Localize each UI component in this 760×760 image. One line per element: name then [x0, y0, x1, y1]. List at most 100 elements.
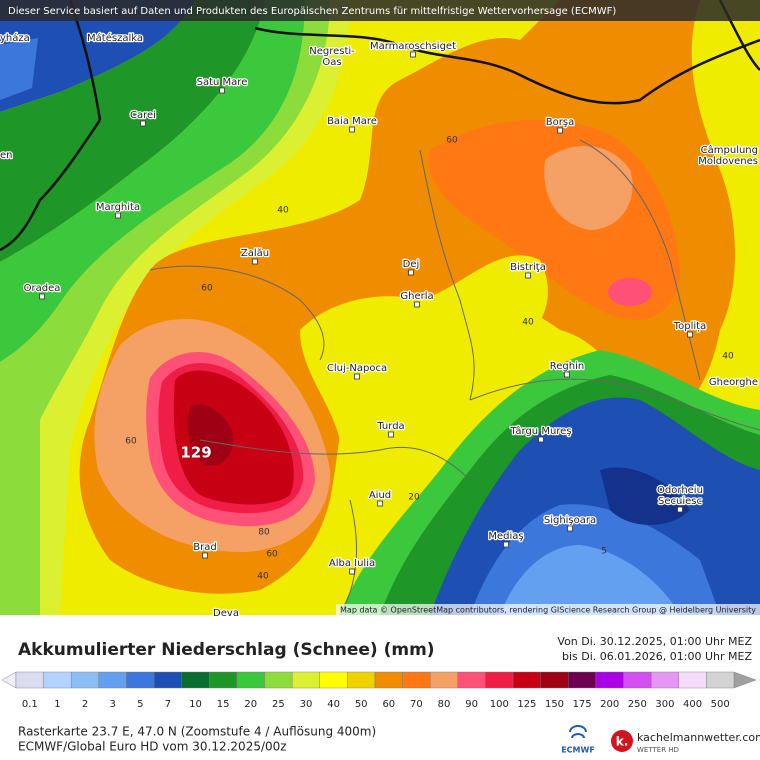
scale-box: [209, 671, 238, 689]
scale-box: [374, 671, 403, 689]
scale-box: [291, 671, 320, 689]
places: yháza Mátészalka Negresti-Oas Marmaroschsig…: [0, 31, 759, 621]
scale-box: [485, 671, 514, 689]
place-label: Moldovenes: [698, 156, 758, 167]
scale-label: 60: [382, 699, 395, 710]
place-marker: [202, 552, 208, 559]
contour-label: 60: [201, 284, 213, 294]
place-label: Brad: [193, 542, 216, 553]
ecmwf-logo: ECMWF: [561, 725, 595, 755]
place-marker: [349, 126, 355, 133]
scale-box: [568, 671, 597, 689]
place-label: Târgu Mureş: [509, 425, 571, 437]
scale-box: [15, 671, 44, 689]
scale-box: [264, 671, 293, 689]
scale-box: [402, 671, 431, 689]
scale-box: [126, 671, 155, 689]
place-marker: [408, 269, 414, 276]
place-label: Dej: [403, 259, 420, 270]
place-marker: [354, 373, 360, 380]
scale-label: 125: [517, 699, 536, 710]
scale-label: 175: [573, 699, 592, 710]
place-marker: [687, 331, 693, 338]
place-label: Odorheiu: [657, 485, 703, 496]
place-label: Alba Iulia: [329, 558, 375, 569]
scale-box: [457, 671, 486, 689]
place-marker: [503, 541, 509, 548]
legend-title: Akkumulierter Niederschlag (Schnee) (mm): [18, 640, 435, 660]
scale-label: 500: [711, 699, 730, 710]
kachelmann-sub: WETTER HD: [637, 746, 679, 754]
place-label: Reghin: [550, 361, 584, 372]
scale-label: 150: [545, 699, 564, 710]
contour-label: 60: [266, 550, 278, 560]
contour-label: 5: [601, 547, 607, 557]
contour-label: 20: [408, 493, 420, 503]
place-marker: [388, 431, 394, 438]
place-label: Borşa: [546, 117, 574, 128]
scale-box: [181, 671, 210, 689]
place-label: Negresti-: [309, 46, 355, 57]
place-marker: [39, 293, 45, 300]
place-label: Marmaroschsiget: [370, 41, 456, 52]
contour-label: 80: [258, 528, 270, 538]
scale-label: 80: [438, 699, 451, 710]
scale-label: 10: [189, 699, 202, 710]
scale-label: 25: [272, 699, 285, 710]
place-marker: [115, 212, 121, 219]
place-label: Zalău: [241, 248, 269, 259]
contour-label: 40: [722, 352, 734, 362]
place-label: Satu Mare: [197, 77, 248, 88]
scale-box: [595, 671, 624, 689]
scale-label: 0.1: [22, 699, 38, 710]
scale-label: 200: [600, 699, 619, 710]
contour-labels: 60 40 60 40 40 60 80 60 40 20 5: [125, 136, 734, 582]
contour-label: 40: [522, 318, 534, 328]
scale-box: [512, 671, 541, 689]
attribution: Map data © OpenStreetMap contributors, r…: [340, 606, 756, 615]
place-label: Aiud: [369, 490, 391, 501]
scale-box: [540, 671, 569, 689]
place-marker: [140, 120, 146, 127]
place-marker: [677, 506, 683, 513]
scale-label: 100: [490, 699, 509, 710]
kachelmann-text: kachelmannwetter.com: [637, 731, 760, 744]
scale-label: 250: [628, 699, 647, 710]
place-label: Carei: [130, 110, 156, 121]
kachelmann-logo: k. kachelmannwetter.com WETTER HD: [611, 730, 760, 754]
period-to: bis Di. 06.01.2026, 01:00 Uhr MEZ: [562, 650, 752, 663]
scale-label: 400: [683, 699, 702, 710]
scale-label: 3: [109, 699, 115, 710]
place-label: Turda: [376, 421, 404, 432]
place-marker: [525, 272, 531, 279]
footer-line2: ECMWF/Global Euro HD vom 30.12.2025/00z: [18, 740, 287, 754]
place-marker: [410, 51, 416, 58]
place-label: Deva: [213, 608, 239, 619]
place-label: Secuiesc: [658, 496, 702, 507]
scale-box: [71, 671, 100, 689]
scale-box: [153, 671, 182, 689]
place-label: Oradea: [24, 283, 61, 294]
scale-box: [623, 671, 652, 689]
place-label: Mátészalka: [87, 32, 143, 44]
place-label: Gherla: [400, 291, 433, 302]
footer-line1: Rasterkarte 23.7 E, 47.0 N (Zoomstufe 4 …: [18, 725, 376, 739]
legend-panel: Akkumulierter Niederschlag (Schnee) (mm)…: [1, 635, 760, 755]
scale-box: [347, 671, 376, 689]
scale-box: [236, 671, 265, 689]
contour-label: 40: [277, 206, 289, 216]
scale-label: 30: [300, 699, 313, 710]
scale-label: 90: [465, 699, 478, 710]
county-border: [149, 139, 760, 616]
place-label: Baia Mare: [327, 116, 377, 127]
place-marker: [567, 525, 573, 532]
contour-label: 40: [257, 572, 269, 582]
contour-label: 60: [446, 136, 458, 146]
scale-label: 7: [165, 699, 171, 710]
place-label: Bistriţa: [510, 262, 546, 273]
scale-box: [98, 671, 127, 689]
place-marker: [377, 500, 383, 507]
ecmwf-text: ECMWF: [561, 746, 595, 755]
